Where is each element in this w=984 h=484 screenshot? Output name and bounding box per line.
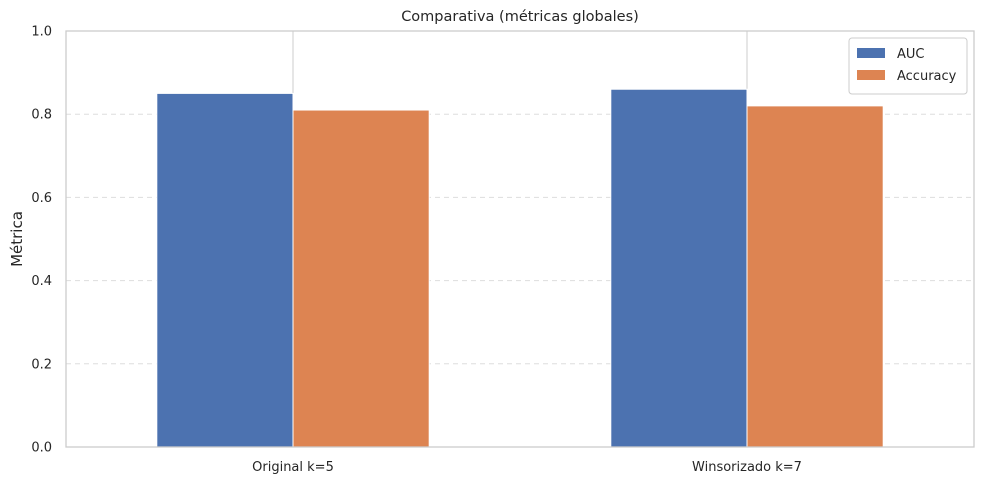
bar-auc-1 <box>156 92 294 448</box>
y-tick-label: 0.8 <box>31 108 52 123</box>
bar-accuracy-1 <box>292 109 430 448</box>
bar-accuracy-2 <box>746 105 884 448</box>
y-axis-label: Métrica <box>8 211 26 267</box>
y-tick-label: 1.0 <box>31 25 52 40</box>
x-tick-label: Original k=5 <box>252 460 334 475</box>
legend-swatch-auc <box>857 48 885 58</box>
x-tick-label: Winsorizado k=7 <box>692 460 802 475</box>
y-axis-ticks: 0.0 0.2 0.4 0.6 0.8 1.0 <box>31 25 52 456</box>
y-tick-label: 0.0 <box>31 441 52 456</box>
legend-label-accuracy: Accuracy <box>897 69 957 84</box>
x-axis-ticks: Original k=5 Winsorizado k=7 <box>252 460 802 475</box>
legend: AUC Accuracy <box>848 37 968 95</box>
y-tick-label: 0.2 <box>31 357 52 372</box>
legend-swatch-accuracy <box>857 70 885 80</box>
plot-frame <box>65 30 975 448</box>
legend-label-auc: AUC <box>897 47 925 62</box>
chart-title: Comparativa (métricas globales) <box>401 9 639 25</box>
y-tick-label: 0.6 <box>31 191 52 206</box>
y-tick-label: 0.4 <box>31 274 52 289</box>
bar-auc-2 <box>610 88 748 448</box>
bars <box>156 88 884 448</box>
